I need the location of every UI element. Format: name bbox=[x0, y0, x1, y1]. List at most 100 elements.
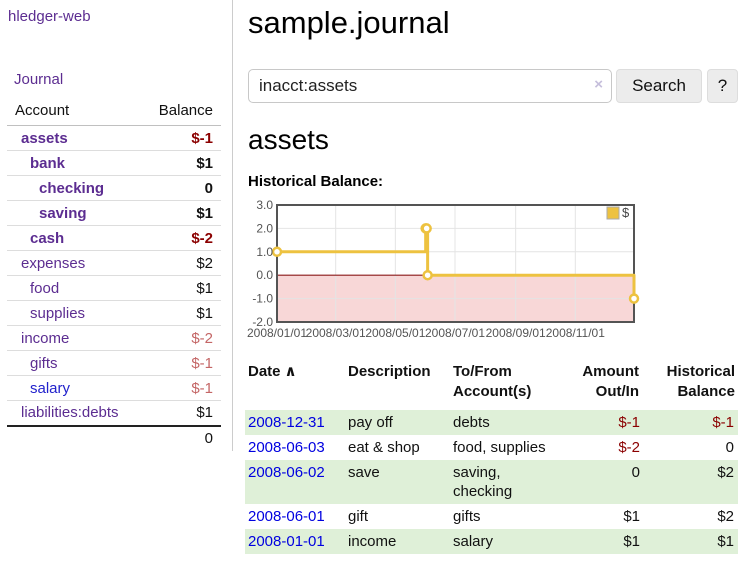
transaction-description: pay off bbox=[345, 410, 450, 435]
y-axis-tick-label: 0.0 bbox=[256, 268, 273, 282]
register-header-date[interactable]: Date ∧ bbox=[248, 363, 297, 380]
transaction-accounts: gifts bbox=[453, 508, 481, 525]
account-link[interactable]: food bbox=[30, 279, 60, 297]
account-balance: $-1 bbox=[141, 375, 221, 401]
account-heading: assets bbox=[248, 124, 329, 155]
transaction-amount: $1 bbox=[562, 529, 642, 554]
search-input[interactable] bbox=[248, 69, 612, 103]
account-link[interactable]: bank bbox=[30, 154, 66, 172]
transaction-description: gift bbox=[348, 508, 369, 525]
account-balance: $-2 bbox=[141, 225, 221, 251]
data-point bbox=[271, 246, 283, 258]
help-button[interactable]: ? bbox=[707, 69, 738, 103]
chart-heading: Historical Balance: bbox=[248, 173, 384, 190]
search-box: × bbox=[248, 69, 612, 103]
transaction-balance: $2 bbox=[717, 508, 734, 525]
clear-search-icon[interactable]: × bbox=[594, 76, 603, 93]
transaction-date-link[interactable]: 2008-06-02 bbox=[248, 464, 325, 481]
data-point bbox=[628, 293, 640, 304]
register-header-balance: Historical Balance bbox=[666, 363, 735, 400]
transaction-accounts: salary bbox=[450, 529, 562, 554]
data-point bbox=[421, 223, 432, 234]
register-header-row: Date ∧ Description To/From Account(s) Amo… bbox=[245, 358, 738, 410]
sort-ascending-icon: ∧ bbox=[284, 363, 297, 380]
account-link[interactable]: saving bbox=[39, 204, 87, 222]
transaction-description: income bbox=[345, 529, 450, 554]
account-row: assets $-1 bbox=[7, 126, 221, 151]
account-link[interactable]: gifts bbox=[30, 354, 58, 372]
y-axis-tick-label: -1.0 bbox=[252, 292, 273, 306]
account-balance: $1 bbox=[141, 200, 221, 226]
search-button[interactable]: Search bbox=[616, 69, 702, 103]
account-link[interactable]: income bbox=[21, 329, 70, 347]
x-axis-tick-label: 2008/11/01 bbox=[546, 326, 605, 340]
account-link[interactable]: expenses bbox=[21, 254, 86, 272]
account-row: food $1 bbox=[7, 275, 221, 301]
x-axis-tick-label: 2008/05/01 bbox=[365, 326, 425, 340]
account-link[interactable]: checking bbox=[39, 179, 105, 197]
transaction-accounts: saving, checking bbox=[450, 460, 562, 504]
sidebar-item-journal[interactable]: Journal bbox=[14, 71, 64, 88]
legend-swatch bbox=[606, 206, 620, 220]
accounts-total-balance: 0 bbox=[141, 424, 221, 451]
y-axis-tick-label: 1.0 bbox=[256, 245, 273, 259]
transaction-date-link[interactable]: 2008-06-01 bbox=[248, 508, 325, 525]
transaction-accounts: debts bbox=[450, 410, 562, 435]
transaction-amount: 0 bbox=[562, 460, 642, 504]
transaction-date-link[interactable]: 2008-12-31 bbox=[248, 414, 325, 431]
register-table: Date ∧ Description To/From Account(s) Amo… bbox=[245, 358, 738, 554]
account-row: supplies $1 bbox=[7, 300, 221, 326]
data-point bbox=[422, 269, 433, 281]
transaction-amount: $1 bbox=[623, 508, 640, 525]
plot-border bbox=[276, 204, 635, 323]
account-row: expenses $2 bbox=[7, 250, 221, 276]
accounts-header-account: Account bbox=[7, 98, 142, 126]
x-axis-tick-label: 2008/09/01 bbox=[486, 326, 546, 340]
search-form: × Search ? bbox=[248, 69, 742, 103]
transaction-balance: 0 bbox=[725, 439, 734, 456]
accounts-table: Account Balance assets $-1 bank $1 checking 0… bbox=[7, 98, 221, 451]
register-header-description: Description bbox=[348, 363, 431, 380]
account-balance: $-1 bbox=[141, 350, 221, 376]
transaction-amount: $-1 bbox=[562, 410, 642, 435]
transaction-date-link[interactable]: 2008-01-01 bbox=[248, 533, 325, 550]
brand-link[interactable]: hledger-web bbox=[8, 8, 91, 25]
transaction-date-link[interactable]: 2008-06-03 bbox=[248, 439, 325, 456]
account-balance: $-1 bbox=[191, 129, 213, 147]
register-row: 2008-01-01 income salary $1 $1 bbox=[245, 529, 738, 554]
transaction-description: eat & shop bbox=[348, 439, 420, 456]
account-balance: $1 bbox=[141, 275, 221, 301]
transaction-balance: $-1 bbox=[642, 410, 738, 435]
historical-balance-chart: $3.0 2.0 1.0 0.0 -1.0 -2.02008/01/012008/03/0… bbox=[247, 198, 640, 340]
account-link[interactable]: assets bbox=[21, 129, 68, 147]
transaction-balance: $1 bbox=[642, 529, 738, 554]
account-link[interactable]: liabilities:debts bbox=[21, 404, 119, 422]
account-balance: 0 bbox=[141, 175, 221, 201]
account-balance: $1 bbox=[141, 400, 221, 426]
account-link[interactable]: cash bbox=[30, 229, 65, 247]
account-balance: $1 bbox=[141, 300, 221, 326]
account-link[interactable]: supplies bbox=[30, 304, 86, 322]
y-axis-tick-label: 3.0 bbox=[256, 198, 273, 212]
accounts-header-balance: Balance bbox=[141, 98, 221, 126]
register-row: 2008-12-31 pay off debts $-1 $-1 bbox=[245, 410, 738, 435]
x-axis-tick-label: 2008/03/01 bbox=[306, 326, 366, 340]
main-content: sample.journal × Search ? assets Histori… bbox=[245, 0, 742, 582]
sidebar: hledger-web Journal Account Balance asse… bbox=[0, 0, 233, 451]
register-row: 2008-06-02 save saving, checking 0 $2 bbox=[245, 460, 738, 504]
accounts-total-row: 0 bbox=[7, 424, 221, 451]
account-row: saving $1 bbox=[7, 200, 221, 226]
register-row: 2008-06-03 eat & shop food, supplies $-2 0 bbox=[245, 435, 738, 460]
account-row: salary $-1 bbox=[7, 375, 221, 401]
y-axis-tick-label: -2.0 bbox=[252, 315, 273, 329]
x-axis-tick-label: 2008/07/01 bbox=[425, 326, 485, 340]
register-row: 2008-06-01 gift gifts $1 $2 bbox=[245, 504, 738, 529]
account-row: gifts $-1 bbox=[7, 350, 221, 376]
account-row: income $-2 bbox=[7, 325, 221, 351]
account-link[interactable]: salary bbox=[30, 379, 71, 397]
account-row: bank $1 bbox=[7, 150, 221, 176]
x-axis-tick-label: 2008/01/01 bbox=[247, 326, 307, 340]
transaction-description: save bbox=[345, 460, 450, 504]
transaction-amount: $-2 bbox=[618, 439, 640, 456]
